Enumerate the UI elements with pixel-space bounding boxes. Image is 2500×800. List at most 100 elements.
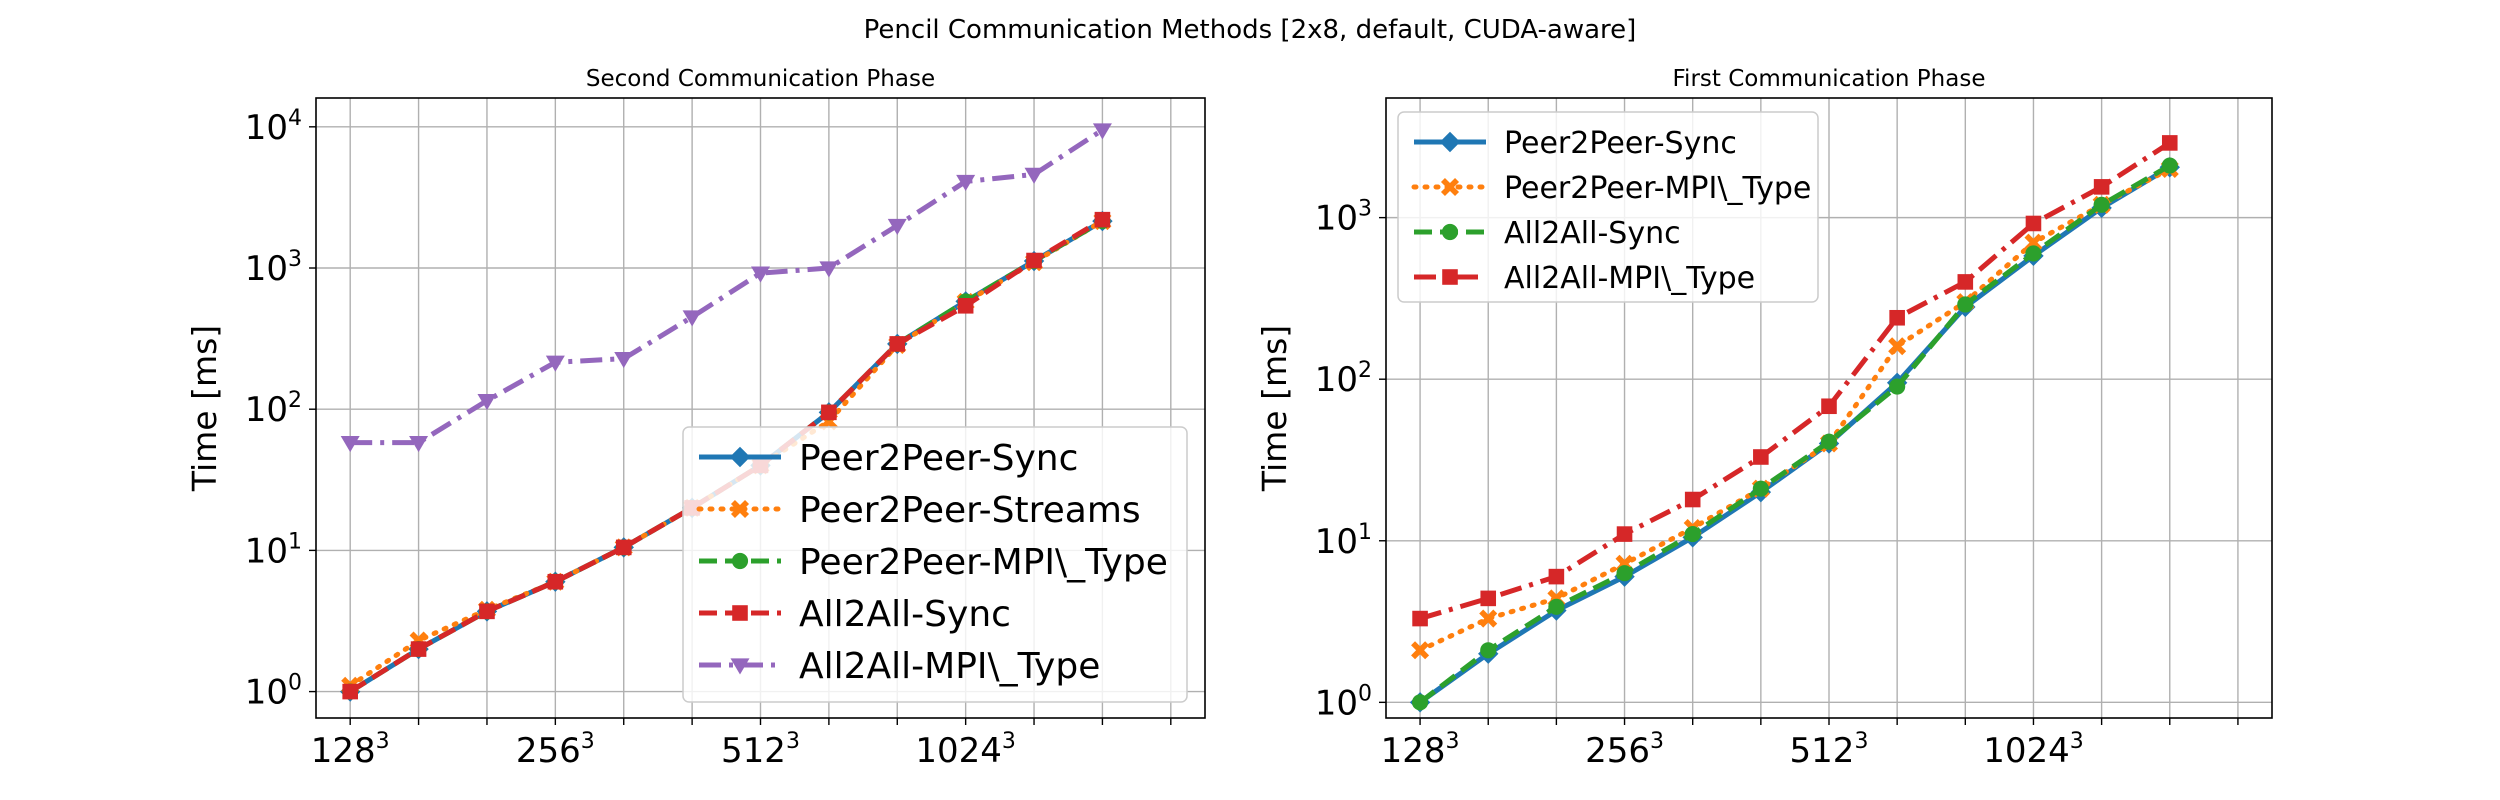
legend-entry: Peer2Peer-MPI\_Type <box>799 542 1168 583</box>
data-point <box>1684 526 1701 543</box>
data-point <box>615 539 632 556</box>
data-point <box>1889 378 1906 395</box>
legend-entry: Peer2Peer-Sync <box>1504 126 1737 161</box>
legend-marker <box>1441 223 1459 241</box>
data-point <box>1752 480 1769 497</box>
data-point <box>2093 196 2110 213</box>
y-tick-label: 103 <box>1315 197 1372 239</box>
data-point <box>477 393 497 411</box>
data-point <box>1548 598 1565 615</box>
y-tick-label: 101 <box>1315 520 1372 562</box>
data-point <box>1616 526 1633 542</box>
legend-entry: All2All-MPI\_Type <box>799 646 1100 687</box>
data-point <box>1412 610 1428 627</box>
series-2 <box>1412 157 2178 711</box>
data-point <box>545 355 565 372</box>
legend-box <box>1397 111 1819 303</box>
legend-box <box>682 426 1188 703</box>
data-point <box>1820 433 1838 450</box>
data-point <box>614 352 634 369</box>
data-point <box>1957 274 1974 290</box>
x-tick-label: 5123 <box>721 729 800 771</box>
data-point <box>889 336 906 352</box>
data-point <box>1821 398 1837 415</box>
series-line <box>1418 163 2172 705</box>
data-point <box>547 573 564 590</box>
y-tick-label: 102 <box>245 388 302 430</box>
data-point <box>342 683 358 700</box>
data-point <box>1957 296 1974 313</box>
x-tick-label: 10243 <box>1983 729 2084 771</box>
data-point <box>1094 211 1111 228</box>
data-point <box>1412 694 1429 711</box>
legend-marker <box>731 552 749 570</box>
data-point <box>2025 245 2042 262</box>
x-tick-label: 2563 <box>1585 729 1664 771</box>
data-point <box>1026 252 1042 269</box>
legend: Peer2Peer-Sync Peer2Peer-MPI\_Type All2All… <box>1397 111 1819 303</box>
data-point <box>887 218 907 236</box>
y-tick-label: 102 <box>1315 358 1372 400</box>
data-point <box>479 603 495 620</box>
legend-entry: All2All-MPI\_Type <box>1504 261 1755 296</box>
series-line <box>1419 140 2172 621</box>
y-tick-label: 100 <box>1315 681 1372 723</box>
chart-title: First Communication Phase <box>1673 66 1986 92</box>
x-tick-label: 1283 <box>1381 729 1460 771</box>
legend-marker <box>1439 131 1461 153</box>
data-point <box>2025 215 2042 232</box>
y-tick-label: 101 <box>245 529 302 571</box>
data-point <box>1889 309 1905 326</box>
y-axis-label: Time [ms] <box>185 325 224 492</box>
x-tick-label: 2563 <box>516 729 595 771</box>
y-tick-label: 103 <box>245 247 302 289</box>
data-point <box>1411 641 1430 660</box>
data-point <box>1684 491 1701 508</box>
data-point <box>1753 449 1769 465</box>
legend-entry: Peer2Peer-MPI\_Type <box>1504 171 1811 206</box>
y-tick-label: 104 <box>245 106 302 148</box>
data-point <box>2161 135 2178 151</box>
data-point <box>1024 167 1044 184</box>
legend-marker <box>1440 177 1460 197</box>
x-tick-label: 1283 <box>311 729 390 771</box>
legend-entry: Peer2Peer-Streams <box>799 490 1141 531</box>
data-point <box>957 298 974 314</box>
data-point <box>340 435 360 453</box>
chart-title: Second Communication Phase <box>586 66 935 92</box>
data-point <box>1548 568 1565 585</box>
legend-entry: All2All-Sync <box>1504 216 1681 251</box>
data-point <box>2161 157 2178 174</box>
x-tick-label: 5123 <box>1790 729 1869 771</box>
data-point <box>1479 609 1498 628</box>
series-line <box>350 127 1104 446</box>
data-point <box>1480 590 1497 607</box>
legend-marker <box>730 658 750 675</box>
data-point <box>819 261 839 278</box>
y-axis-label: Time [ms] <box>1255 325 1294 492</box>
data-point <box>751 266 770 283</box>
data-point <box>1888 337 1907 356</box>
figure-title: Pencil Communication Methods [2x8, defau… <box>864 15 1637 45</box>
legend: Peer2Peer-Sync Peer2Peer-Streams Peer2Peer… <box>682 426 1188 703</box>
legend-entry: All2All-Sync <box>799 594 1011 635</box>
data-point <box>682 310 702 327</box>
chart-first-communication-phase: 1283 2563 5123 10243 100 101 102 103 Time [ms] Fi… <box>1255 66 2273 771</box>
data-point <box>1616 565 1633 582</box>
series-3 <box>1412 135 2178 627</box>
data-point <box>1092 123 1112 140</box>
data-point <box>409 435 429 453</box>
data-point <box>956 174 976 191</box>
legend-marker <box>730 499 750 519</box>
plot-area <box>1409 135 2180 713</box>
data-point <box>410 641 427 657</box>
x-tick-label: 10243 <box>915 729 1016 771</box>
legend-marker <box>1442 269 1458 285</box>
data-point <box>1480 642 1497 659</box>
legend-marker <box>732 605 748 621</box>
y-tick-label: 100 <box>245 671 302 713</box>
data-point <box>821 404 837 421</box>
series-4 <box>340 123 1112 453</box>
legend-entry: Peer2Peer-Sync <box>799 438 1078 479</box>
